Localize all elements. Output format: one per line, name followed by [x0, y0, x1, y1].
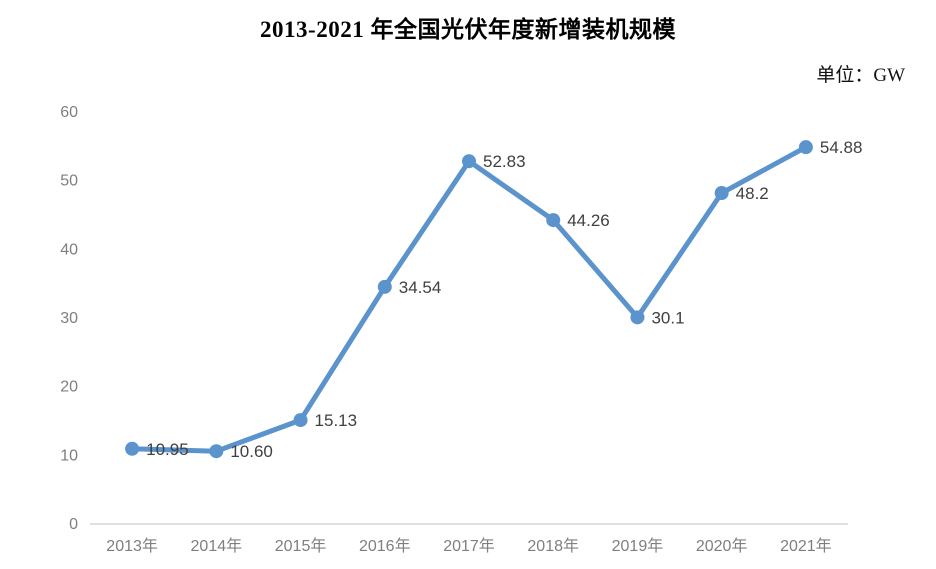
- data-point-marker: [293, 413, 308, 428]
- data-point-label: 30.1: [651, 308, 684, 327]
- y-tick-label: 50: [60, 173, 78, 190]
- data-point-marker: [377, 279, 392, 294]
- x-tick-label: 2014年: [191, 537, 243, 555]
- data-point-label: 34.54: [399, 278, 442, 297]
- data-point-label: 54.88: [820, 138, 863, 157]
- data-point-label: 10.60: [230, 442, 273, 461]
- y-tick-label: 20: [60, 379, 78, 396]
- data-point-marker: [546, 213, 561, 228]
- x-tick-label: 2020年: [696, 537, 748, 555]
- y-tick-label: 40: [60, 241, 78, 258]
- x-tick-label: 2017年: [443, 537, 495, 555]
- y-tick-label: 30: [60, 310, 78, 327]
- x-tick-label: 2019年: [612, 537, 664, 555]
- data-point-marker: [714, 186, 729, 201]
- data-point-marker: [462, 154, 476, 169]
- data-point-label: 48.2: [736, 184, 769, 203]
- data-point-marker: [630, 310, 645, 325]
- unit-label: 单位：GW: [816, 65, 905, 86]
- data-point-label: 52.83: [483, 152, 526, 171]
- data-point-marker: [125, 441, 140, 456]
- y-tick-label: 0: [69, 516, 78, 533]
- x-tick-label: 2015年: [275, 537, 327, 555]
- y-tick-label: 60: [60, 104, 78, 121]
- series-line: [129, 144, 809, 454]
- data-point-label: 44.26: [567, 211, 610, 230]
- x-tick-label: 2021年: [780, 537, 832, 555]
- x-tick-label: 2013年: [106, 537, 158, 555]
- x-tick-label: 2018年: [527, 537, 579, 555]
- data-point-marker: [798, 140, 813, 155]
- data-point-label: 15.13: [315, 411, 358, 430]
- y-tick-label: 10: [60, 447, 78, 464]
- chart-title: 2013-2021 年全国光伏年度新增装机规模: [260, 17, 676, 42]
- x-tick-label: 2016年: [359, 537, 411, 555]
- data-point-marker: [209, 444, 224, 459]
- data-point-label: 10.95: [146, 440, 189, 459]
